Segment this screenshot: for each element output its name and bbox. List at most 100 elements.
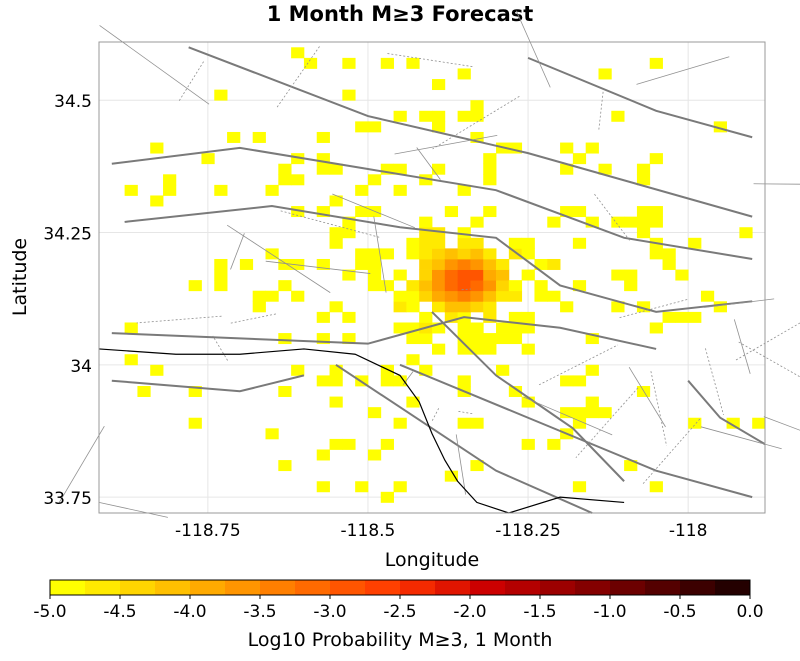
colorbar-swatch (645, 580, 681, 595)
probability-cell (380, 57, 394, 69)
probability-cell (508, 385, 523, 397)
probability-cell (278, 258, 292, 270)
probability-cell (419, 258, 433, 270)
minor-fault-line (99, 25, 210, 105)
minor-fault-line (733, 319, 751, 374)
probability-cell (483, 163, 497, 175)
probability-cell (739, 227, 753, 239)
probability-cell (457, 227, 471, 239)
probability-cell (483, 333, 497, 345)
probability-cell (291, 364, 305, 376)
probability-cell (432, 322, 446, 334)
minor-fault-line (628, 366, 666, 428)
probability-cell (316, 163, 330, 175)
probability-cell (393, 481, 407, 493)
probability-cell (367, 121, 382, 133)
probability-cell (406, 248, 420, 260)
probability-cell (470, 417, 484, 429)
probability-cell (265, 248, 279, 260)
probability-cell (483, 301, 497, 313)
probability-cell (611, 301, 625, 313)
minor-fault-line (431, 406, 440, 421)
probability-cell (662, 258, 676, 270)
probability-cell (560, 142, 574, 154)
probability-cell (150, 142, 164, 154)
fault-line (111, 316, 657, 350)
probability-cell (636, 301, 651, 313)
probability-cell (483, 153, 497, 165)
fault-line (188, 46, 753, 218)
colorbar-tick-label: -4.5 (103, 602, 136, 622)
probability-cell (470, 248, 484, 260)
colorbar-swatch (715, 580, 751, 595)
probability-cell (419, 333, 433, 345)
probability-cell (380, 375, 394, 387)
probability-cell (521, 322, 535, 334)
probability-cell (521, 248, 535, 260)
probability-cell (278, 174, 292, 186)
probability-cell (624, 216, 638, 228)
probability-cell (649, 322, 663, 334)
probability-cell (393, 163, 407, 175)
probability-cell (636, 216, 651, 228)
y-axis-label: Latitude (9, 238, 31, 316)
probability-cell (560, 375, 574, 387)
minor-fault-line (230, 233, 245, 270)
probability-cell (470, 280, 484, 292)
probability-cell (585, 142, 599, 154)
colorbar-swatch (470, 580, 506, 595)
colorbar-swatch (575, 580, 611, 595)
probability-cell (457, 375, 471, 387)
probability-cell (483, 248, 497, 260)
probability-cell (457, 333, 471, 345)
probability-cell (419, 280, 433, 292)
probability-cell (598, 407, 612, 419)
probability-cell (470, 333, 484, 345)
probability-cell (521, 438, 535, 450)
probability-cell (444, 206, 459, 218)
probability-cell (367, 449, 382, 461)
probability-cell (470, 290, 484, 302)
probability-cell (444, 258, 459, 270)
probability-cell (406, 301, 420, 313)
probability-cell (316, 131, 330, 143)
probability-cell (239, 258, 254, 270)
probability-cell (521, 237, 535, 249)
probability-cell (457, 280, 471, 292)
colorbar-swatch (540, 580, 576, 595)
probability-cell (636, 206, 651, 218)
probability-cell (457, 343, 471, 355)
probability-cell (624, 280, 638, 292)
y-tick-label: 34.25 (43, 225, 92, 245)
minor-fault-line (385, 52, 473, 67)
probability-cell (508, 280, 523, 292)
probability-cell (393, 301, 407, 313)
probability-cell (124, 354, 138, 366)
minor-fault-line (738, 341, 800, 378)
probability-cell (662, 248, 676, 260)
probability-cell (393, 290, 407, 302)
probability-cell (393, 184, 407, 196)
y-tick-label: 33.75 (43, 489, 92, 509)
minor-fault-line (705, 348, 724, 416)
probability-cell (406, 354, 420, 366)
colorbar-swatch (330, 580, 366, 595)
probability-cell (278, 280, 292, 292)
probability-cell (547, 438, 561, 450)
probability-cell (419, 248, 433, 260)
probability-cell (393, 375, 407, 387)
probability-cell (355, 121, 369, 133)
probability-cell (444, 301, 459, 313)
coastline-path (98, 348, 625, 514)
colorbar-tick-label: -3.5 (243, 602, 276, 622)
colorbar-tick-label: -5.0 (33, 602, 66, 622)
colorbar-swatch (260, 580, 296, 595)
minor-fault-line (636, 56, 730, 85)
probability-cell (406, 237, 420, 249)
probability-cell (572, 375, 587, 387)
probability-cell (483, 311, 497, 323)
x-tick-label: -118.25 (495, 521, 561, 541)
probability-cell (316, 258, 330, 270)
colorbar-swatch (505, 580, 541, 595)
y-tick-label: 34.5 (54, 92, 92, 112)
